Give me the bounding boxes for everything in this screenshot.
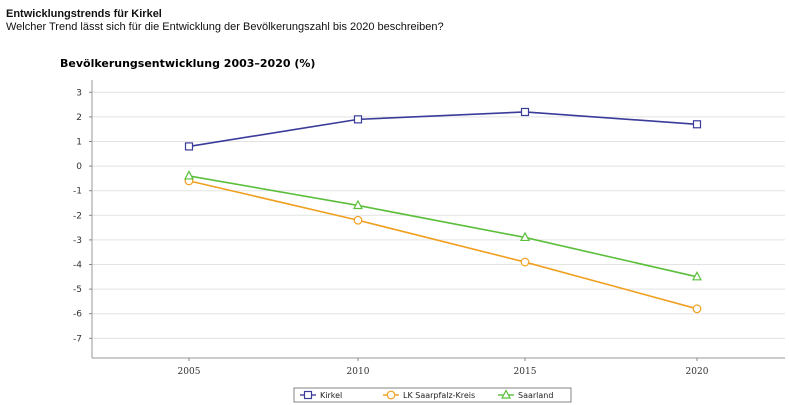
data-point bbox=[353, 199, 363, 210]
legend-swatch-marker bbox=[386, 390, 396, 400]
chart-title: Bevölkerungsentwicklung 2003–2020 (%) bbox=[60, 57, 315, 70]
page-heading: Entwicklungstrends für Kirkel bbox=[6, 8, 162, 20]
y-tick-label: 2 bbox=[76, 113, 82, 123]
legend-label: Kirkel bbox=[320, 391, 342, 400]
legend-swatch-marker bbox=[501, 389, 511, 399]
y-axis-ticks: 3 2 1 0 -1 -2 -3 -4 -5 -6 -7 bbox=[73, 88, 92, 344]
y-tick-label: 1 bbox=[76, 138, 82, 148]
chart-series bbox=[184, 107, 702, 314]
legend-label: Saarland bbox=[518, 391, 553, 400]
y-tick-label: 0 bbox=[76, 162, 82, 172]
data-point bbox=[353, 115, 363, 124]
series-saarland bbox=[184, 170, 702, 281]
chart-legend: Kirkel LK Saarpfalz-Kreis Saarland bbox=[293, 387, 572, 403]
series-kirkel bbox=[184, 107, 702, 151]
data-point bbox=[692, 120, 702, 129]
data-point bbox=[184, 142, 194, 151]
data-point bbox=[520, 107, 530, 117]
data-point bbox=[692, 271, 702, 281]
x-axis-ticks: 2005 2010 2015 2020 bbox=[178, 358, 709, 377]
y-tick-label: 3 bbox=[76, 88, 82, 98]
y-tick-label: -2 bbox=[73, 211, 82, 221]
chart-axes bbox=[91, 80, 785, 359]
y-tick-label: -3 bbox=[73, 236, 82, 246]
series-line bbox=[188, 111, 698, 148]
y-tick-label: -1 bbox=[73, 187, 82, 197]
chart-grid bbox=[92, 91, 785, 339]
x-tick-label: 2010 bbox=[347, 367, 370, 377]
y-tick-label: -6 bbox=[73, 310, 82, 320]
series-line bbox=[188, 180, 698, 310]
data-point bbox=[520, 257, 530, 267]
x-tick-label: 2015 bbox=[514, 367, 537, 377]
legend-label: LK Saarpfalz-Kreis bbox=[403, 391, 475, 400]
legend-swatch-marker bbox=[303, 390, 313, 400]
y-tick-label: -4 bbox=[73, 261, 82, 271]
y-tick-label: -7 bbox=[73, 334, 82, 344]
data-point bbox=[184, 170, 194, 180]
x-tick-label: 2005 bbox=[178, 367, 201, 377]
data-point bbox=[692, 304, 702, 314]
data-point bbox=[520, 231, 530, 242]
x-tick-label: 2020 bbox=[686, 367, 709, 377]
y-tick-label: -5 bbox=[73, 285, 82, 295]
data-point bbox=[353, 215, 363, 225]
series-lk-saarpfalz-kreis bbox=[184, 176, 702, 314]
page-question: Welcher Trend lässt sich für die Entwick… bbox=[6, 21, 444, 33]
series-line bbox=[188, 175, 698, 278]
